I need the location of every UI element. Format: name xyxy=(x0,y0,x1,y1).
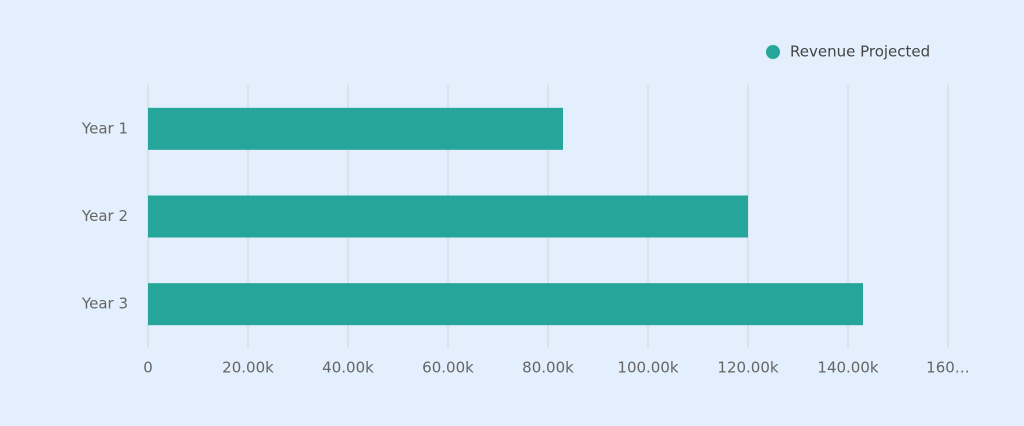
legend-marker xyxy=(766,45,780,59)
x-tick-label: 0 xyxy=(143,359,153,377)
y-tick-label: Year 2 xyxy=(81,207,128,225)
y-tick-label: Year 1 xyxy=(81,119,128,137)
x-tick-label: 160… xyxy=(926,359,970,377)
bar xyxy=(148,195,748,238)
x-tick-label: 100.00k xyxy=(617,359,678,377)
x-tick-label: 120.00k xyxy=(717,359,778,377)
bar xyxy=(148,283,863,326)
x-tick-label: 80.00k xyxy=(522,359,574,377)
x-tick-label: 40.00k xyxy=(322,359,374,377)
x-tick-label: 60.00k xyxy=(422,359,474,377)
x-tick-label: 140.00k xyxy=(817,359,878,377)
x-tick-label: 20.00k xyxy=(222,359,274,377)
legend-text: Revenue Projected xyxy=(790,43,930,61)
bar xyxy=(148,107,563,150)
y-tick-label: Year 3 xyxy=(81,295,128,313)
